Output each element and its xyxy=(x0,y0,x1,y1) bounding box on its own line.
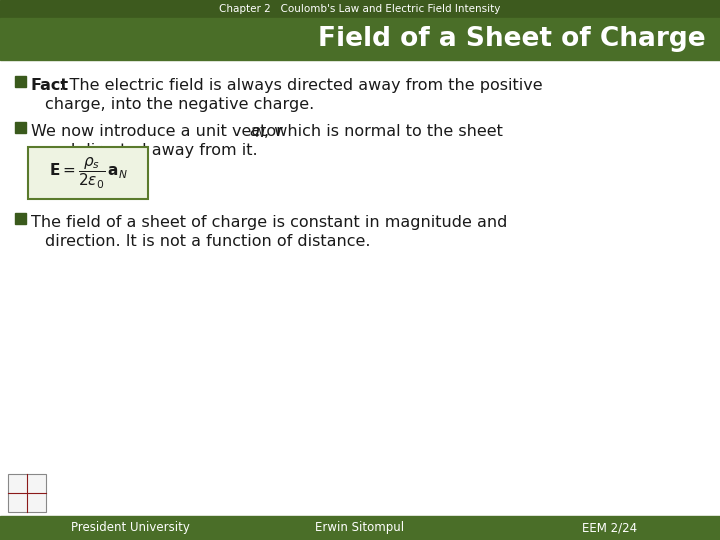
Bar xyxy=(0,18,720,60)
Text: charge, into the negative charge.: charge, into the negative charge. xyxy=(45,97,314,112)
Text: EEM 2/24: EEM 2/24 xyxy=(582,522,638,535)
Bar xyxy=(0,516,720,540)
Text: We now introduce a unit vector: We now introduce a unit vector xyxy=(31,124,288,139)
Text: and directed away from it.: and directed away from it. xyxy=(45,143,258,158)
Text: $\mathbf{E} = \dfrac{\rho_s}{2\varepsilon_0}\,\mathbf{a}_N$: $\mathbf{E} = \dfrac{\rho_s}{2\varepsilo… xyxy=(48,156,127,191)
Text: direction. It is not a function of distance.: direction. It is not a function of dista… xyxy=(45,234,371,249)
Text: a: a xyxy=(249,124,258,139)
Bar xyxy=(0,60,720,516)
Text: Field of a Sheet of Charge: Field of a Sheet of Charge xyxy=(318,26,706,52)
Bar xyxy=(15,213,26,224)
Bar xyxy=(0,0,720,18)
Text: , which is normal to the sheet: , which is normal to the sheet xyxy=(264,124,503,139)
Bar xyxy=(15,122,26,133)
Bar xyxy=(28,147,148,199)
Bar xyxy=(8,474,46,512)
Text: N: N xyxy=(256,127,265,140)
Text: President University: President University xyxy=(71,522,189,535)
Text: The field of a sheet of charge is constant in magnitude and: The field of a sheet of charge is consta… xyxy=(31,215,508,230)
Text: Fact: Fact xyxy=(31,78,69,93)
Text: Chapter 2   Coulomb's Law and Electric Field Intensity: Chapter 2 Coulomb's Law and Electric Fie… xyxy=(220,4,500,14)
Text: : The electric field is always directed away from the positive: : The electric field is always directed … xyxy=(59,78,543,93)
Text: Erwin Sitompul: Erwin Sitompul xyxy=(315,522,405,535)
Bar xyxy=(15,76,26,87)
